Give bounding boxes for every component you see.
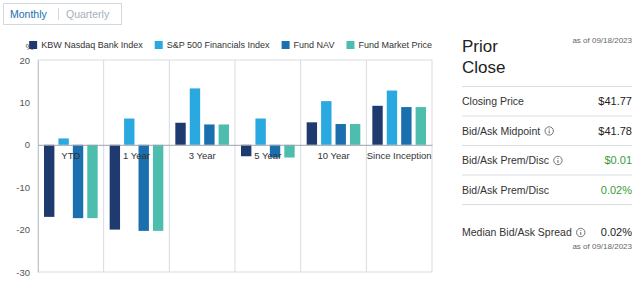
category-separator (169, 60, 170, 272)
x-tick: 5 Year (254, 145, 281, 161)
legend-item: S&P 500 Financials Index (155, 40, 270, 50)
y-tick-label: 10 (19, 97, 30, 108)
y-tick-label: 20 (19, 55, 30, 66)
bar (255, 119, 265, 145)
x-tick-label: Since Inception (367, 150, 432, 161)
legend-swatch (155, 41, 163, 49)
legend-swatch (282, 41, 290, 49)
legend-label: Fund Market Price (358, 40, 432, 50)
bar (241, 145, 251, 156)
tab-box (4, 4, 122, 25)
bar (387, 91, 397, 145)
category-separator (103, 60, 104, 272)
bar (219, 124, 229, 144)
bar (307, 122, 317, 144)
x-tick: YTD (61, 145, 80, 161)
row-label: Bid/Ask Prem/Disc (462, 184, 549, 196)
row-separator (462, 86, 632, 87)
x-tick: 10 Year (317, 145, 349, 161)
row-separator (462, 145, 632, 146)
x-tick: Since Inception (367, 145, 432, 161)
row-value: $41.78 (598, 125, 632, 137)
bar (87, 145, 97, 218)
bar (44, 145, 54, 217)
footer-value: 0.02% (601, 226, 632, 238)
category-separator (366, 60, 367, 272)
y-tick-label: -30 (16, 267, 30, 278)
tab-label[interactable]: Quarterly (66, 8, 110, 20)
row-separator (462, 175, 632, 176)
legend-item: Fund NAV (282, 40, 335, 50)
bar (153, 145, 163, 231)
bar (284, 145, 294, 158)
x-tick: 1 Year (123, 145, 150, 161)
row-separator (462, 204, 632, 205)
x-tick-label: 10 Year (317, 150, 349, 161)
legend-swatch (29, 41, 37, 49)
y-tick: -30 (16, 267, 38, 278)
row-label: Closing Price (462, 95, 524, 107)
x-tick-label: 5 Year (254, 150, 281, 161)
tabs: Monthly Quarterly (4, 4, 122, 25)
info-icon[interactable] (554, 156, 562, 164)
page: MonthlyQuarterly-30-20-1001020%YTD1 Year… (0, 0, 640, 289)
x-tick-label: YTD (61, 150, 80, 161)
legend-label: Fund NAV (294, 40, 335, 50)
bar (124, 119, 134, 145)
legend: KBW Nasdaq Bank Index S&P 500 Financials … (29, 40, 432, 50)
bar (350, 124, 360, 145)
row-value: $41.77 (598, 95, 632, 107)
panel-as-of: as of 09/18/2023 (572, 36, 632, 45)
y-tick: 10 (19, 97, 38, 108)
y-tick-label: -20 (16, 224, 30, 235)
legend-item: Fund Market Price (346, 40, 432, 50)
row-label: Bid/Ask Midpoint (462, 125, 540, 137)
footer-as-of: as of 09/18/2023 (572, 242, 632, 251)
bar (336, 124, 346, 145)
prior-close-panel: PriorClose as of 09/18/2023 Closing Price $… (462, 36, 633, 251)
y-tick: -20 (16, 224, 38, 235)
bar (401, 107, 411, 145)
bar (416, 107, 426, 145)
bar (58, 138, 68, 144)
row-label: Bid/Ask Prem/Disc (462, 154, 549, 166)
category-separator (300, 60, 301, 272)
x-tick-label: 3 Year (189, 150, 216, 161)
panel-title: PriorClose (462, 37, 505, 77)
info-icon[interactable] (545, 127, 553, 135)
y-tick-label: -10 (16, 182, 30, 193)
row-separator (462, 116, 632, 117)
x-axis: YTD 1 Year 3 Year 5 Year 10 Year Since Incept… (39, 145, 433, 161)
legend-label: S&P 500 Financials Index (167, 40, 270, 50)
x-tick: 3 Year (189, 145, 216, 161)
bar (372, 106, 382, 145)
x-axis-line (39, 145, 433, 146)
tab-label[interactable]: Monthly (10, 8, 48, 20)
y-tick: 20 (19, 55, 38, 66)
y-tick: 0 (25, 139, 38, 150)
bar (175, 123, 185, 145)
plot-frame (38, 60, 432, 272)
x-tick-label: 1 Year (123, 150, 150, 161)
info-icon[interactable] (577, 228, 585, 236)
legend-label: KBW Nasdaq Bank Index (41, 40, 143, 50)
tab-divider (58, 8, 59, 20)
row-value: 0.02% (601, 184, 632, 196)
y-axis: -30 -20 -10 0 10 20 (16, 55, 38, 278)
footer-label: Median Bid/Ask Spread (462, 226, 572, 238)
legend-swatch (346, 41, 354, 49)
row-value: $0.01 (604, 154, 632, 166)
y-tick-label: 0 (25, 139, 30, 150)
bar (204, 124, 214, 144)
bar (190, 88, 200, 144)
y-axis-line (38, 61, 39, 273)
y-tick: -10 (16, 182, 38, 193)
bar (321, 101, 331, 145)
category-separator (235, 60, 236, 272)
bar (110, 145, 120, 230)
legend-item: KBW Nasdaq Bank Index (29, 40, 143, 50)
